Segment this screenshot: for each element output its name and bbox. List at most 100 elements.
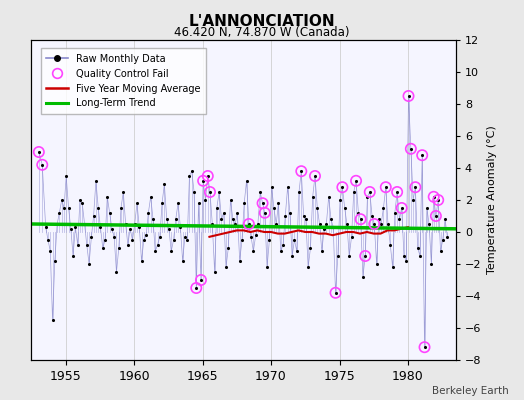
Point [144,210,152,216]
Point [299,213,308,219]
Point [402,258,410,264]
Point [181,234,189,240]
Point [206,189,214,195]
Point [286,210,294,216]
Point [58,197,66,203]
Point [115,245,123,251]
Point [418,152,427,158]
Point [350,189,358,195]
Point [196,277,205,283]
Point [233,210,242,216]
Point [288,253,296,259]
Point [390,210,399,216]
Point [420,344,429,350]
Point [274,200,282,206]
Point [162,216,171,222]
Point [356,216,365,222]
Point [329,224,337,230]
Point [176,224,184,230]
Point [398,205,406,211]
Point [443,234,452,240]
Point [245,221,253,227]
Point [386,242,395,248]
Point [311,173,319,179]
Point [105,210,114,216]
Point [420,344,429,350]
Point [122,221,130,227]
Point [393,189,401,195]
Point [108,226,116,232]
Point [409,197,417,203]
Point [425,221,433,227]
Point [395,216,403,222]
Point [204,173,212,179]
Y-axis label: Temperature Anomaly (°C): Temperature Anomaly (°C) [487,126,497,274]
Point [270,205,278,211]
Point [46,248,54,254]
Point [267,184,276,190]
Point [60,205,68,211]
Point [407,146,415,152]
Point [265,237,274,243]
Point [411,184,420,190]
Text: 46.420 N, 74.870 W (Canada): 46.420 N, 74.870 W (Canada) [174,26,350,39]
Point [331,290,340,296]
Point [405,93,413,99]
Point [384,221,392,227]
Point [38,162,47,168]
Point [427,261,435,267]
Point [228,216,237,222]
Point [258,200,267,206]
Point [185,173,194,179]
Point [324,194,333,200]
Point [130,221,139,227]
Point [430,194,438,200]
Point [126,226,134,232]
Point [35,149,43,155]
Point [393,189,401,195]
Point [295,189,303,195]
Point [201,197,210,203]
Point [336,197,344,203]
Point [313,205,322,211]
Point [247,234,255,240]
Point [137,258,146,264]
Point [64,205,73,211]
Point [411,184,420,190]
Point [174,200,182,206]
Point [434,197,442,203]
Point [338,184,346,190]
Point [80,221,89,227]
Point [235,258,244,264]
Point [110,234,118,240]
Point [211,269,219,275]
Point [297,168,305,174]
Point [260,210,269,216]
Point [343,221,351,227]
Point [38,162,47,168]
Point [190,189,198,195]
Point [416,253,424,259]
Point [423,205,431,211]
Point [199,178,208,184]
Point [238,237,246,243]
Point [99,245,107,251]
Point [83,242,91,248]
Point [370,221,378,227]
Text: Berkeley Earth: Berkeley Earth [432,386,508,396]
Point [119,189,127,195]
Point [192,285,201,291]
Point [381,184,390,190]
Point [341,205,349,211]
Text: L'ANNONCIATION: L'ANNONCIATION [189,14,335,29]
Point [156,234,164,240]
Point [133,200,141,206]
Point [117,205,125,211]
Point [338,184,346,190]
Point [366,189,374,195]
Point [366,189,374,195]
Point [334,253,342,259]
Point [356,216,365,222]
Point [260,210,269,216]
Point [361,253,369,259]
